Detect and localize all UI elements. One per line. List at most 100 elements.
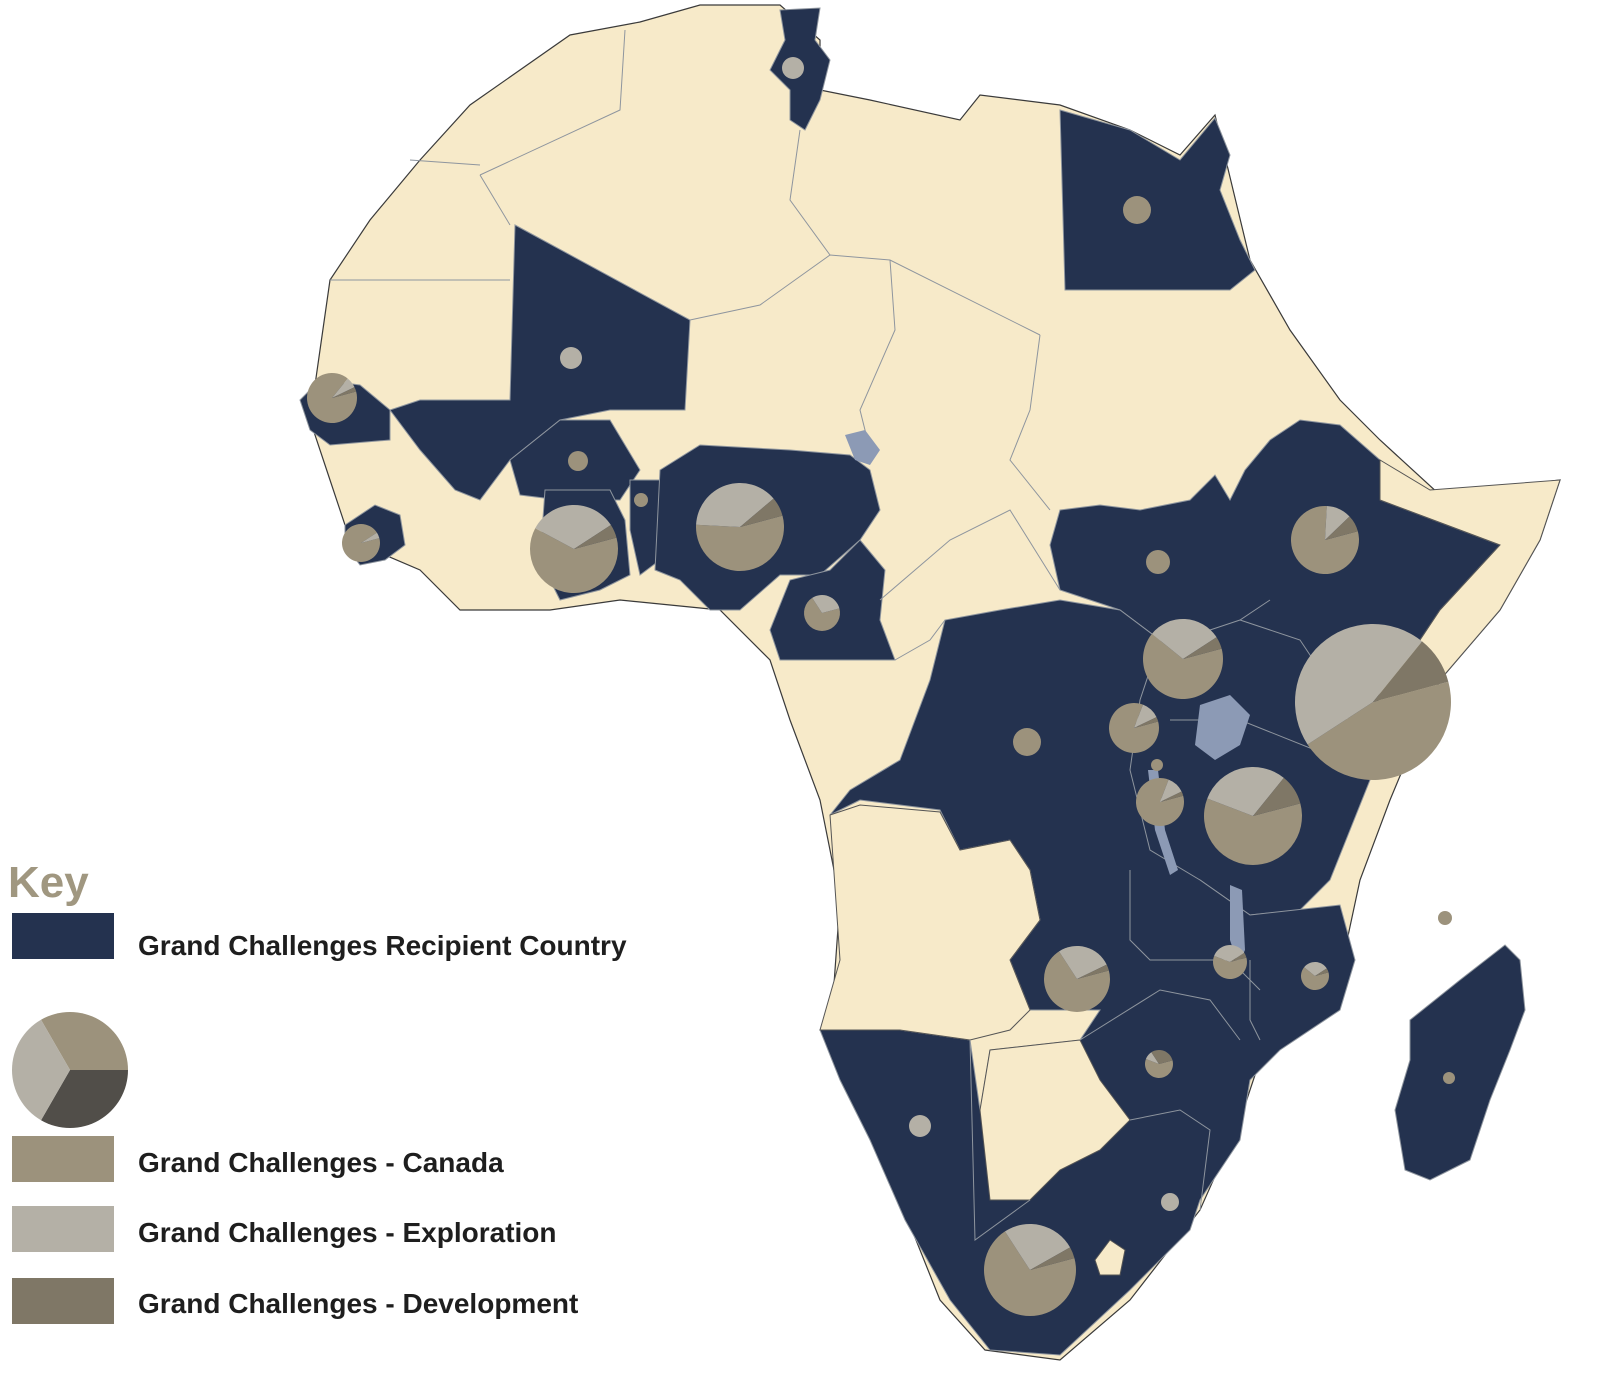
pie-cameroon-slice-1 [812, 595, 840, 613]
pie-south-sudan [1146, 550, 1170, 574]
pie-kenya-slice-0 [1307, 681, 1451, 780]
pie-tanzania-slice-1 [1207, 766, 1284, 816]
legend-swatch-exploration [12, 1206, 114, 1252]
pie-burundi-slice-2 [1160, 791, 1184, 802]
pie-ghana [530, 505, 619, 593]
pie-rwanda-small [1151, 759, 1163, 771]
pie-malawi-slice-0 [1213, 955, 1247, 979]
pie-ethiopia-slice-0 [1290, 505, 1359, 574]
pie-madagascar [1443, 1072, 1455, 1084]
pie-ghana-slice-2 [574, 525, 617, 549]
pie-nigeria-slice-2 [740, 498, 783, 527]
pie-zambia-slice-0 [1044, 951, 1110, 1012]
border-line [1129, 1109, 1211, 1211]
pie-malawi [1213, 945, 1247, 979]
pie-tanzania-slice-0 [1204, 798, 1302, 865]
recipient-madagascar [1394, 944, 1526, 1181]
pie-comoros-slice-0 [1438, 911, 1452, 925]
pie-south-africa-slice-1 [1004, 1224, 1071, 1270]
legend-pie-slice-1 [41, 1069, 128, 1128]
pie-egypt [1123, 196, 1151, 224]
legend-title: Key [8, 858, 89, 907]
pie-zimbabwe-slice-0 [1144, 1058, 1173, 1079]
pie-burundi-slice-1 [1160, 779, 1182, 802]
pie-kenya-slice-2 [1373, 641, 1449, 702]
pie-lesotho-swaziland-slice-1 [1161, 1193, 1179, 1211]
pie-tunisia [782, 57, 804, 79]
legend-swatch-recipient [12, 913, 114, 959]
pie-ethiopia-slice-1 [1325, 506, 1350, 540]
legend-pie-icon [11, 1012, 128, 1128]
pie-ghana-slice-0 [530, 528, 619, 593]
non-recipient-angola [819, 804, 1041, 1041]
pie-comoros [1438, 911, 1452, 925]
pie-nigeria [696, 482, 785, 572]
border-line [1009, 334, 1051, 511]
legend-label-development: Grand Challenges - Development [138, 1288, 579, 1319]
pie-dr-congo [1013, 728, 1041, 756]
pie-south-africa-slice-0 [984, 1231, 1076, 1316]
border-line [479, 29, 626, 176]
pie-uganda-slice-1 [1151, 619, 1217, 659]
border-line [1249, 960, 1261, 1041]
pie-mali [560, 347, 582, 369]
pie-tanzania-slice-2 [1253, 777, 1301, 816]
pie-dr-congo-slice-0 [1013, 728, 1041, 756]
pie-burkina-faso [568, 451, 588, 471]
pie-sierra-leone [341, 524, 380, 562]
legend-pie-slice-2 [11, 1019, 70, 1121]
pie-cameroon [804, 595, 840, 631]
border-line [1079, 989, 1241, 1041]
pie-mozambique-slice-2 [1315, 968, 1329, 976]
pie-ethiopia [1290, 505, 1359, 574]
lake-malawi [1230, 885, 1245, 965]
lake-chad [845, 430, 880, 465]
pie-ethiopia-slice-2 [1325, 516, 1358, 540]
pie-benin [634, 493, 648, 507]
pie-mozambique-slice-1 [1304, 962, 1327, 976]
pie-nigeria-slice-1 [696, 482, 774, 527]
pie-rwanda-slice-1 [1134, 704, 1157, 728]
pie-burundi-slice-0 [1136, 778, 1185, 826]
legend-swatch-development [12, 1278, 114, 1324]
pie-uganda-slice-0 [1143, 633, 1224, 699]
legend-label-recipient: Grand Challenges Recipient Country [138, 930, 627, 961]
pie-tanzania [1204, 766, 1302, 865]
lake-victoria [1195, 695, 1250, 760]
pie-nigeria-slice-0 [696, 515, 785, 572]
pie-sierra-leone-slice-1 [361, 532, 380, 543]
pie-rwanda-slice-2 [1134, 717, 1159, 728]
pie-zimbabwe-slice-2 [1151, 1050, 1173, 1064]
lakes [845, 430, 1250, 965]
recipient-mali-region [389, 224, 691, 501]
pie-markers [306, 57, 1455, 1316]
pie-rwanda [1109, 703, 1159, 753]
pie-south-africa [984, 1224, 1076, 1316]
non-recipient-botswana [979, 1039, 1131, 1201]
border-line [969, 1039, 1031, 1241]
pie-uganda [1143, 619, 1224, 699]
legend-label-canada: Grand Challenges - Canada [138, 1147, 504, 1178]
legend-label-exploration: Grand Challenges - Exploration [138, 1217, 557, 1248]
border-line [789, 129, 831, 256]
pie-zambia-slice-1 [1059, 946, 1107, 979]
border-line [409, 159, 481, 166]
legend-pie-slice-0 [41, 1012, 128, 1070]
pie-namibia [909, 1115, 931, 1137]
pie-senegal-slice-0 [306, 372, 357, 423]
pie-malawi-slice-2 [1230, 952, 1247, 962]
pie-namibia-slice-1 [909, 1115, 931, 1137]
pie-cameroon-slice-0 [804, 597, 840, 631]
pie-south-africa-slice-2 [1030, 1247, 1075, 1270]
pie-senegal [306, 372, 357, 423]
pie-zambia [1044, 946, 1110, 1012]
pie-egypt-slice-0 [1123, 196, 1151, 224]
recipient-egypt [1059, 109, 1256, 291]
pie-senegal-slice-2 [332, 387, 357, 398]
pie-madagascar-slice-0 [1443, 1072, 1455, 1084]
pie-kenya-slice-1 [1295, 624, 1423, 745]
pie-south-sudan-slice-0 [1146, 550, 1170, 574]
pie-tunisia-slice-1 [782, 57, 804, 79]
pie-mozambique [1301, 962, 1329, 991]
